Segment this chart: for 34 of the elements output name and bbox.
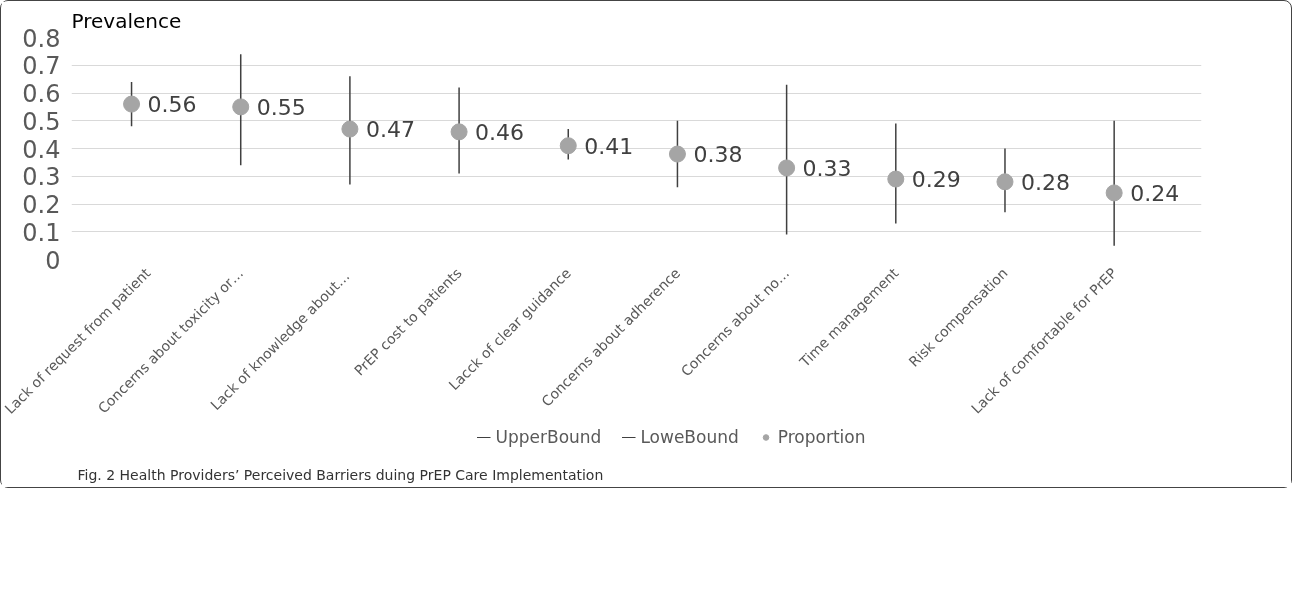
y-tick-label: 0.4	[22, 135, 61, 164]
y-axis-title: Prevalence	[71, 8, 182, 33]
data-label: 0.28	[1020, 169, 1070, 195]
y-tick-label: 0.3	[22, 163, 61, 192]
legend-label: UpperBound	[495, 427, 602, 447]
point	[450, 123, 468, 141]
point	[341, 120, 359, 138]
point	[887, 170, 905, 188]
data-label: 0.38	[693, 142, 743, 168]
point	[123, 95, 141, 113]
y-tick-label: 0.5	[22, 107, 61, 136]
point	[232, 98, 250, 116]
y-tick-label: 0.8	[22, 24, 61, 53]
point	[996, 173, 1014, 191]
data-label: 0.24	[1130, 180, 1180, 206]
legend-label: Proportion	[777, 427, 866, 447]
data-label: 0.55	[256, 94, 306, 120]
data-label: 0.29	[911, 167, 961, 193]
point	[778, 159, 796, 177]
point	[1105, 184, 1123, 202]
point	[559, 137, 577, 155]
caption: Fig. 2 Health Providers’ Perceived Barriers duing PrEP Care Implementation	[77, 466, 604, 483]
y-tick-label: 0	[45, 246, 61, 275]
data-label: 0.56	[147, 92, 197, 118]
y-tick-label: 0.6	[22, 80, 61, 108]
legend-label: LoweBound	[640, 427, 739, 447]
data-label: 0.47	[365, 117, 415, 143]
y-tick-label: 0.7	[22, 52, 61, 81]
y-tick-label: 0.1	[22, 218, 61, 247]
y-tick-label: 0.2	[22, 191, 61, 219]
data-label: 0.41	[584, 133, 634, 159]
data-label: 0.46	[475, 119, 525, 145]
data-label: 0.33	[802, 155, 852, 181]
point	[668, 145, 686, 163]
